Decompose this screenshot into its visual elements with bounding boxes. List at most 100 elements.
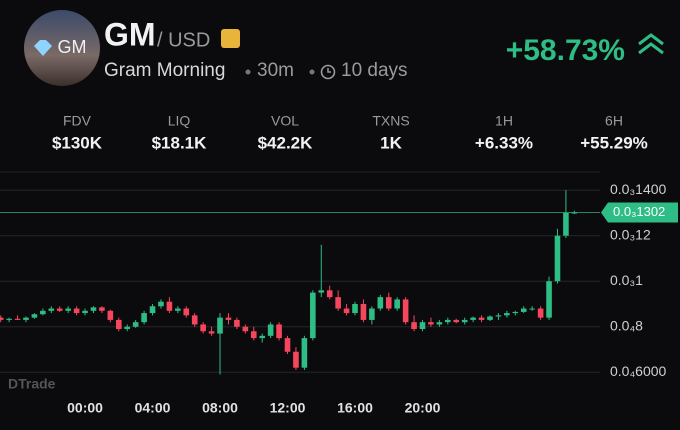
x-tick-label: 16:00: [337, 400, 373, 416]
stat-value: 1K: [380, 133, 402, 152]
candle-body: [250, 331, 257, 339]
separator: [309, 69, 315, 75]
box-icon: [221, 29, 240, 48]
stat-value: +6.33%: [475, 133, 533, 152]
diamond-icon: [34, 40, 52, 56]
quote: / USD: [157, 29, 210, 51]
candle-body: [402, 299, 409, 323]
candle-body: [504, 313, 510, 316]
candle-body: [461, 319, 468, 323]
candle-body: [141, 313, 147, 323]
candle-body: [529, 308, 535, 310]
candle-body: [166, 301, 173, 311]
stat-value: $18.1K: [152, 133, 208, 152]
interval: 30m: [257, 60, 294, 81]
candle-body: [225, 317, 232, 320]
candle-body: [411, 322, 417, 330]
candle-body: [335, 297, 341, 309]
candle-body: [200, 324, 206, 332]
token-name: Gram Morning: [104, 60, 225, 81]
candle-body: [495, 315, 502, 317]
candle-body: [453, 319, 460, 323]
candle-body: [419, 322, 426, 330]
candle-body: [82, 310, 88, 314]
candle-body: [326, 290, 333, 298]
candle-body: [563, 212, 569, 236]
x-tick-label: 08:00: [202, 400, 238, 416]
candle-body: [217, 317, 223, 334]
candle-body: [40, 310, 46, 315]
y-tick-label: 0.0₄6000: [610, 363, 667, 379]
trend-icon: [638, 33, 664, 55]
candle-body: [158, 301, 164, 307]
candle-body: [537, 308, 544, 318]
candle-body: [175, 308, 181, 311]
candle-body: [107, 310, 114, 320]
symbol: GM: [104, 16, 156, 52]
candle-body: [48, 308, 55, 311]
separator: [245, 69, 251, 75]
stat-label: 6H: [605, 113, 623, 129]
token-header[interactable]: GM GM / USD Gram Morning 30m 10 days +58…: [24, 10, 664, 86]
candle-body: [191, 315, 198, 325]
chart[interactable]: 0.0₃1400 0.0₃12 0.0₃1 0.0₄8 0.0₄6000 00:00 04:…: [0, 181, 678, 416]
candle-body: [276, 324, 282, 339]
candle-body: [31, 314, 38, 318]
stat-value: $130K: [52, 133, 103, 152]
last-price-tag: [601, 202, 678, 223]
clock-hands: [327, 68, 331, 73]
x-tick-label: 12:00: [270, 400, 306, 416]
candle-body: [385, 297, 392, 309]
x-tick-label: 00:00: [67, 400, 103, 416]
candle-body: [115, 319, 122, 330]
candle-body: [352, 303, 358, 314]
candle-body: [436, 322, 443, 325]
stat-label: FDV: [63, 113, 92, 129]
stat-label: 1H: [495, 113, 513, 129]
x-tick-label: 20:00: [405, 400, 441, 416]
candle-body: [183, 308, 190, 316]
stat-label: TXNS: [372, 113, 409, 129]
candle-body: [234, 319, 240, 327]
candle-body: [284, 338, 291, 352]
candle-body: [242, 326, 249, 332]
candle-body: [301, 338, 308, 368]
last-price-label: 0.0₃1302: [613, 204, 665, 219]
candle-body: [554, 235, 561, 282]
candle-body: [124, 326, 131, 330]
y-tick-label: 0.0₃1: [610, 272, 643, 288]
candle-body: [445, 319, 451, 323]
candle-body: [65, 308, 71, 311]
candle-body: [6, 318, 12, 320]
candle-body: [360, 303, 367, 320]
y-tick-label: 0.0₃12: [610, 226, 651, 242]
candle-body: [132, 322, 139, 327]
candle-body: [267, 324, 274, 336]
stat-label: VOL: [271, 113, 299, 129]
stats-row: FDV $130K LIQ $18.1K VOL $42.2K TXNS 1K 1H +6.33%…: [52, 113, 648, 153]
stat-value: $42.2K: [258, 133, 314, 152]
candle-body: [149, 306, 156, 314]
x-tick-label: 04:00: [135, 400, 171, 416]
candle-body: [14, 318, 21, 320]
candle-body: [23, 317, 29, 320]
candle-body: [394, 299, 400, 309]
candle-body: [56, 308, 63, 311]
candle-body: [0, 317, 4, 320]
price-change: +58.73%: [506, 34, 625, 67]
y-tick-label: 0.0₃1400: [610, 181, 667, 197]
candle-body: [520, 308, 527, 312]
avatar: [24, 10, 100, 86]
candle-body: [470, 317, 476, 320]
candle-body: [208, 331, 215, 334]
candle-body: [259, 335, 266, 339]
candle-body: [487, 316, 493, 320]
clock-icon: [320, 64, 336, 80]
candle-body: [478, 317, 485, 320]
age: 10 days: [341, 60, 408, 81]
watermark: DTrade: [8, 376, 56, 392]
candle-body: [369, 308, 375, 320]
stat-value: +55.29%: [580, 133, 648, 152]
candle-body: [293, 351, 299, 368]
